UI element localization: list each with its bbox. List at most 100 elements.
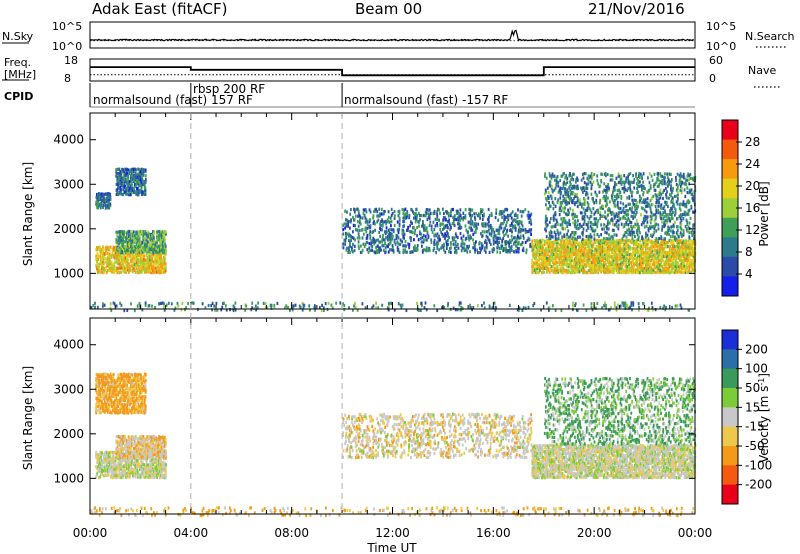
heatmap-cell [357, 244, 360, 248]
heatmap-cell [645, 210, 648, 214]
heatmap-cell [155, 248, 157, 253]
heatmap-cell [545, 222, 548, 226]
heatmap-cell [632, 268, 634, 272]
heatmap-cell [474, 228, 477, 232]
heatmap-cell [404, 244, 406, 248]
heatmap-cell [642, 198, 645, 202]
heatmap-cell [552, 243, 555, 247]
heatmap-cell [593, 212, 596, 216]
heatmap-cell [623, 255, 626, 259]
heatmap-cell [503, 209, 506, 214]
heatmap-cell [96, 262, 98, 266]
heatmap-cell [533, 269, 535, 273]
heatmap-cell [392, 230, 395, 234]
heatmap-cell [681, 241, 684, 245]
heatmap-cell [129, 190, 131, 194]
heatmap-cell [459, 218, 462, 222]
heatmap-cell [623, 174, 626, 178]
heatmap-cell [118, 271, 121, 275]
heatmap-cell [606, 247, 609, 251]
heatmap-cell [658, 254, 661, 258]
heatmap-cell [542, 245, 544, 249]
heatmap-cell [478, 240, 481, 244]
heatmap-cell [136, 174, 139, 178]
heatmap-cell [576, 249, 579, 253]
heatmap-cell [581, 253, 583, 257]
heatmap-cell [601, 255, 603, 259]
heatmap-cell [124, 179, 126, 184]
heatmap-cell [668, 266, 670, 270]
heatmap-cell [585, 261, 588, 265]
heatmap-cell [162, 266, 165, 270]
heatmap-cell [115, 254, 118, 258]
heatmap-cell [651, 249, 654, 253]
heatmap-cell [594, 210, 597, 214]
heatmap-cell [559, 246, 562, 251]
heatmap-cell [636, 227, 639, 231]
heatmap-cell [597, 247, 600, 251]
heatmap-cell [661, 227, 664, 231]
heatmap-cell [447, 234, 449, 238]
heatmap-cell [527, 236, 530, 240]
heatmap-cell [639, 271, 641, 275]
heatmap-cell [529, 218, 532, 222]
heatmap-cell [148, 266, 151, 270]
heatmap-cell [454, 242, 457, 246]
heatmap-cell [650, 174, 653, 178]
heatmap-cell [162, 258, 165, 262]
heatmap-cell [118, 258, 121, 262]
heatmap-cell [617, 172, 620, 176]
heatmap-cell [119, 170, 122, 174]
heatmap-cell [592, 207, 595, 211]
heatmap-cell [452, 238, 454, 242]
heatmap-cell [133, 176, 135, 180]
heatmap-cell [407, 225, 409, 229]
heatmap-cell [547, 191, 550, 195]
heatmap-cell [651, 271, 654, 275]
heatmap-cell [558, 242, 561, 246]
heatmap-cell [667, 260, 669, 264]
heatmap-cell [143, 268, 146, 272]
heatmap-cell [614, 243, 617, 247]
heatmap-cell [450, 226, 452, 230]
heatmap-cell [614, 195, 616, 199]
heatmap-cell [96, 192, 98, 197]
heatmap-cell [586, 271, 589, 275]
heatmap-cell [143, 248, 146, 252]
heatmap-cell [658, 192, 661, 197]
heatmap-cell [442, 207, 444, 211]
heatmap-cell [496, 250, 499, 254]
heatmap-cell [548, 270, 551, 274]
heatmap-cell [570, 242, 573, 247]
heatmap-cell [659, 247, 661, 251]
heatmap-cell [549, 194, 552, 198]
heatmap-cell [662, 259, 664, 263]
heatmap-cell [616, 205, 619, 209]
heatmap-cell [568, 241, 571, 245]
heatmap-cell [527, 216, 530, 220]
heatmap-cell [156, 242, 159, 246]
heatmap-cell [610, 261, 613, 265]
heatmap-cell [623, 210, 626, 215]
heatmap-cell [439, 224, 442, 228]
heatmap-cell [550, 240, 553, 245]
heatmap-cell [416, 214, 418, 218]
heatmap-cell [129, 254, 131, 258]
heatmap-cell [388, 234, 391, 238]
heatmap-cell [403, 250, 405, 254]
heatmap-cell [112, 248, 115, 252]
heatmap-cell [128, 232, 130, 236]
heatmap-cell [606, 231, 608, 235]
heatmap-cell [544, 174, 546, 178]
heatmap-cell [605, 254, 607, 258]
heatmap-cell [667, 244, 669, 248]
heatmap-cell [117, 192, 120, 196]
heatmap-cell [576, 265, 578, 269]
heatmap-cell [545, 190, 547, 194]
heatmap-cell [138, 176, 141, 180]
heatmap-cell [404, 248, 406, 252]
heatmap-cell [364, 216, 367, 220]
heatmap-cell [403, 232, 406, 236]
heatmap-cell [582, 222, 585, 226]
freq-label-line2: [MHz] [4, 68, 36, 81]
